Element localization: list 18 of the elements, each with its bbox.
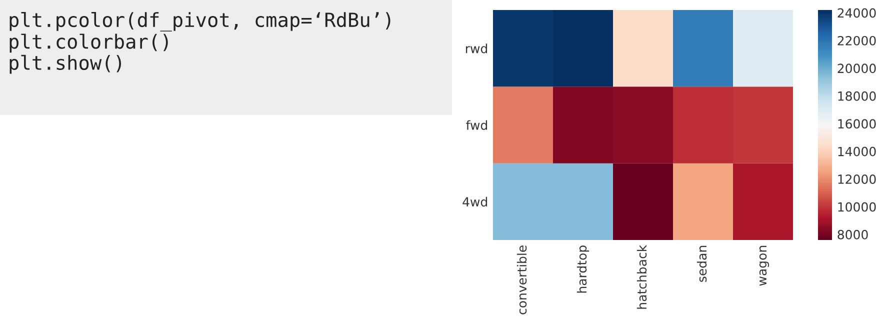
color-bar-label: 18000 [838,91,876,101]
x-tick-label: convertible [516,246,527,314]
color-bar-label: 14000 [838,146,876,156]
x-tick-label: hatchback [636,244,647,309]
color-bar-label: 22000 [838,36,876,46]
y-tick-label: fwd [466,120,488,130]
color-bar-label: 8000 [838,230,868,240]
x-tick-label: hardtop [576,246,590,293]
color-bar-label: 24000 [838,8,876,18]
color-bar-label: 10000 [838,202,876,212]
color-bar-label: 20000 [838,64,876,74]
color-bar-label: 12000 [838,174,876,184]
x-tick-label: wagon [759,246,770,286]
text: plt.pcolor(df_pivot, cmap=‘RdBu’) plt.colorbar() plt.show() [10,12,390,74]
x-tick-label: sedan [696,246,707,282]
y-tick-label: rwd [466,44,488,54]
color-bar-label: 16000 [838,119,876,129]
y-tick-label: 4wd [462,196,488,207]
